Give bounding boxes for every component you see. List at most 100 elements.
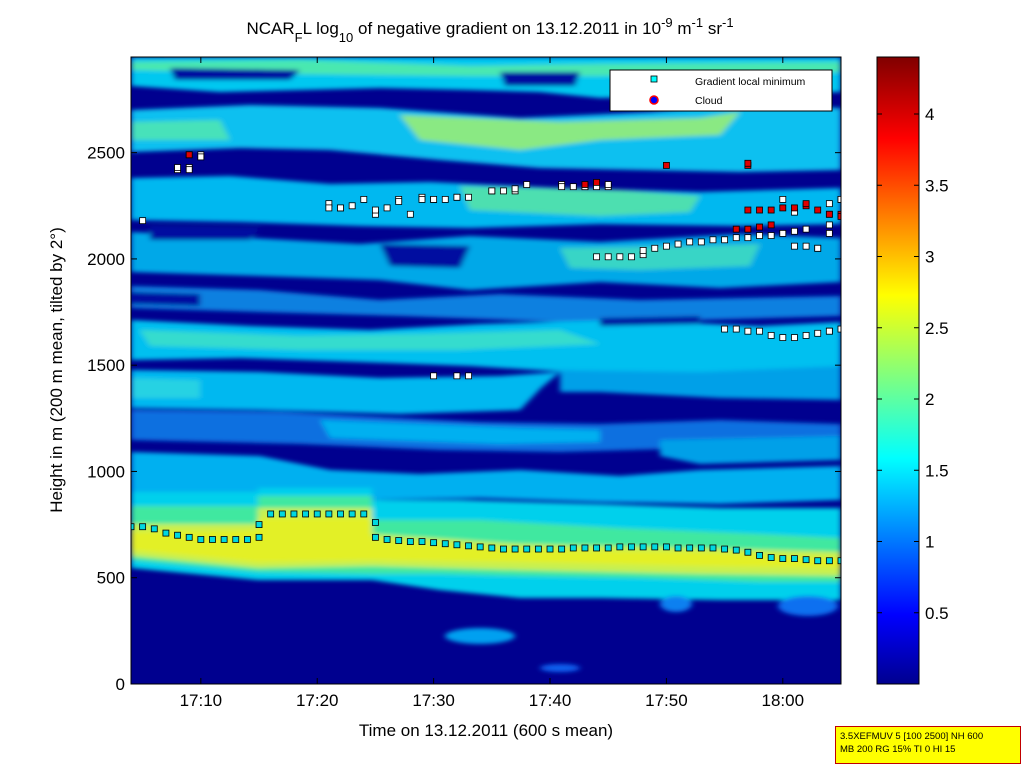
heatmap	[131, 57, 841, 684]
upper-minimum-marker	[721, 325, 729, 333]
upper-minimum-marker	[814, 244, 822, 252]
upper-minimum-marker	[616, 253, 624, 261]
upper-minimum-marker	[732, 234, 740, 242]
colorbar-tick-label: 1	[925, 533, 934, 552]
gradient-minimum-marker	[337, 510, 344, 518]
gradient-minimum-marker	[709, 544, 717, 552]
upper-minimum-marker	[802, 242, 810, 250]
upper-minimum-marker	[732, 325, 740, 333]
legend-label-gradient-minimum: Gradient local minimum	[695, 76, 806, 88]
gradient-minimum-marker	[488, 544, 496, 552]
gradient-minimum-marker	[476, 543, 484, 551]
info-line-2: MB 200 RG 15% TI 0 HI 15	[840, 744, 956, 755]
upper-minimum-marker	[441, 196, 449, 203]
gradient-minimum-marker	[825, 557, 833, 565]
legend: Gradient local minimum Cloud	[609, 69, 833, 112]
gradient-minimum-marker	[744, 548, 752, 556]
cloud-marker	[581, 181, 589, 188]
gradient-minimum-marker	[453, 541, 461, 549]
colorbar-tick-label: 3	[925, 248, 934, 267]
cloud-marker	[791, 204, 798, 212]
upper-minimum-marker	[837, 325, 841, 333]
gradient-minimum-marker	[663, 543, 670, 551]
gradient-minimum-marker	[639, 543, 647, 551]
gradient-minimum-marker	[534, 545, 542, 553]
legend-marker-cloud	[649, 95, 659, 105]
gradient-minimum-marker	[162, 529, 170, 537]
heatmap-bands	[131, 57, 841, 672]
upper-minimum-marker	[791, 242, 798, 250]
upper-minimum-marker	[174, 164, 181, 171]
info-line-1: 3.5XEFMUV 5 [100 2500] NH 600	[840, 731, 984, 742]
gradient-minimum-marker	[243, 536, 251, 543]
cloud-marker	[767, 206, 775, 214]
gradient-minimum-marker	[383, 536, 391, 543]
x-tick-label: 17:10	[180, 691, 223, 710]
upper-minimum-marker	[779, 230, 787, 237]
gradient-minimum-marker	[267, 510, 275, 518]
gradient-minimum-marker	[220, 536, 228, 543]
gradient-minimum-marker	[395, 537, 403, 544]
gradient-minimum-marker	[313, 510, 321, 518]
upper-minimum-marker	[802, 332, 810, 339]
cloud-marker	[767, 221, 775, 229]
x-tick-label: 17:30	[412, 691, 455, 710]
gradient-minimum-marker	[278, 510, 286, 518]
gradient-minimum-marker	[732, 546, 740, 554]
gradient-minimum-marker	[628, 543, 635, 551]
x-tick-label: 18:00	[762, 691, 805, 710]
gradient-minimum-marker	[558, 545, 566, 553]
cloud-marker	[756, 206, 763, 214]
gradient-minimum-marker	[302, 510, 309, 518]
upper-minimum-marker	[837, 196, 841, 203]
gradient-minimum-marker	[802, 556, 810, 564]
upper-minimum-marker	[406, 210, 414, 218]
upper-minimum-marker	[325, 204, 333, 212]
cloud-marker	[814, 206, 822, 214]
upper-minimum-marker	[825, 230, 833, 237]
gradient-minimum-marker	[290, 510, 298, 518]
upper-minimum-marker	[337, 204, 344, 212]
upper-minimum-marker	[453, 372, 461, 380]
gradient-minimum-marker	[651, 543, 659, 551]
upper-minimum-marker	[756, 327, 763, 335]
chart-title: NCARFL log10 of negative gradient on 13.…	[246, 15, 733, 45]
gradient-minimum-marker	[500, 545, 507, 553]
legend-box	[609, 69, 833, 112]
y-tick-label: 0	[116, 675, 125, 694]
upper-minimum-marker	[697, 238, 705, 246]
upper-minimum-marker	[791, 227, 798, 235]
cloud-marker	[825, 210, 833, 218]
upper-minimum-marker	[465, 372, 472, 380]
upper-minimum-marker	[756, 232, 763, 239]
x-tick-label: 17:20	[296, 691, 339, 710]
upper-minimum-marker	[465, 193, 472, 201]
upper-minimum-marker	[814, 329, 822, 337]
upper-minimum-marker	[767, 232, 775, 239]
x-tick-label: 17:50	[645, 691, 688, 710]
upper-minimum-marker	[185, 166, 193, 174]
gradient-minimum-marker	[441, 540, 449, 548]
plot-frame	[130, 56, 842, 685]
upper-minimum-marker	[430, 196, 438, 203]
y-tick-label: 2500	[87, 144, 125, 163]
upper-minimum-marker	[604, 181, 612, 188]
gradient-minimum-marker	[779, 555, 787, 562]
upper-minimum-marker	[383, 204, 391, 212]
upper-minimum-marker	[825, 327, 833, 335]
marker-layer	[131, 151, 841, 565]
cloud-marker	[837, 213, 841, 220]
cloud-marker	[744, 225, 752, 233]
gradient-minimum-marker	[197, 536, 205, 543]
gradient-minimum-marker	[569, 544, 577, 552]
gradient-minimum-marker	[360, 510, 368, 518]
upper-minimum-marker	[360, 196, 368, 203]
upper-minimum-marker	[523, 181, 531, 188]
cloud-marker	[756, 223, 763, 231]
gradient-minimum-marker	[465, 542, 472, 550]
upper-minimum-marker	[651, 244, 659, 252]
colorbar-tick-label: 4	[925, 105, 934, 124]
gradient-minimum-marker	[255, 521, 263, 528]
gradient-minimum-marker	[255, 533, 263, 541]
upper-minimum-marker	[744, 234, 752, 242]
